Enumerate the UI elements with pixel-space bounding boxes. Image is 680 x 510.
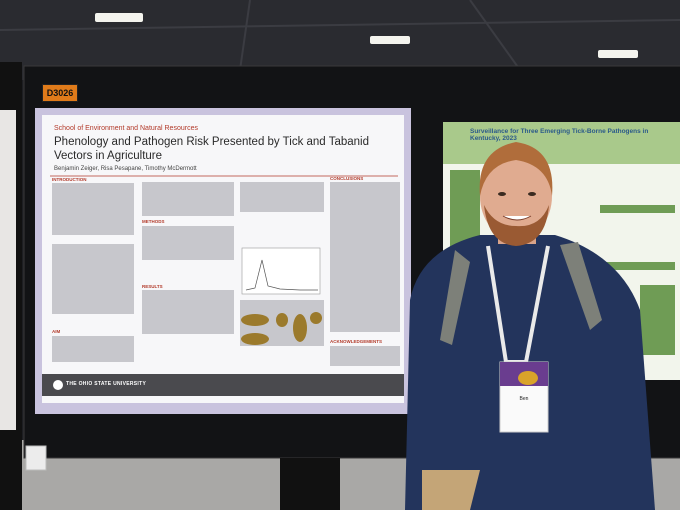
poster-section-heading: METHODS <box>142 219 165 224</box>
badge-name: Ben <box>519 396 529 402</box>
neighbor-poster-title: Surveillance for Three Emerging Tick-Bor… <box>470 128 649 142</box>
backpack-strap-left <box>440 250 470 345</box>
ceiling-trusses <box>0 0 680 71</box>
person-beard <box>484 205 549 246</box>
university-logo <box>53 380 63 390</box>
passerby-legs <box>280 458 340 510</box>
poster-section-heading: RESULTS <box>142 284 163 289</box>
person-eye-left <box>498 192 506 196</box>
person-hair <box>479 142 553 196</box>
poster-footer <box>42 374 404 396</box>
cup <box>25 445 47 471</box>
poster-figure <box>241 247 321 295</box>
left-poster-edge <box>0 110 16 430</box>
poster-section-heading: INTRODUCTION <box>52 177 87 182</box>
person-smile <box>502 215 532 221</box>
poster-figure-line <box>245 259 318 291</box>
poster-department: School of Environment and Natural Resour… <box>54 125 198 132</box>
badge-insect <box>518 371 538 385</box>
booth-number: D3026 <box>42 84 78 102</box>
poster-authors: Benjamin Zeiger, Risa Pesapane, Timothy … <box>54 166 197 172</box>
poster-insect-photos <box>241 312 322 345</box>
poster-university: THE OHIO STATE UNIVERSITY <box>66 381 147 387</box>
poster-section-heading: CONCLUSIONS <box>330 176 364 181</box>
poster-text-blocks <box>52 182 400 366</box>
poster-section-heading: ACKNOWLEDGEMENTS <box>330 339 382 344</box>
backpack-strap-right <box>560 242 602 330</box>
ceiling-lights <box>95 13 638 58</box>
person-trousers <box>422 470 480 510</box>
poster-title: Phenology and Pathogen Risk Presented by… <box>54 136 369 162</box>
neighbor-header <box>443 122 680 164</box>
poster-section-heading: AIM <box>52 329 61 334</box>
person-eye-right <box>528 192 536 196</box>
person-face <box>480 152 552 240</box>
